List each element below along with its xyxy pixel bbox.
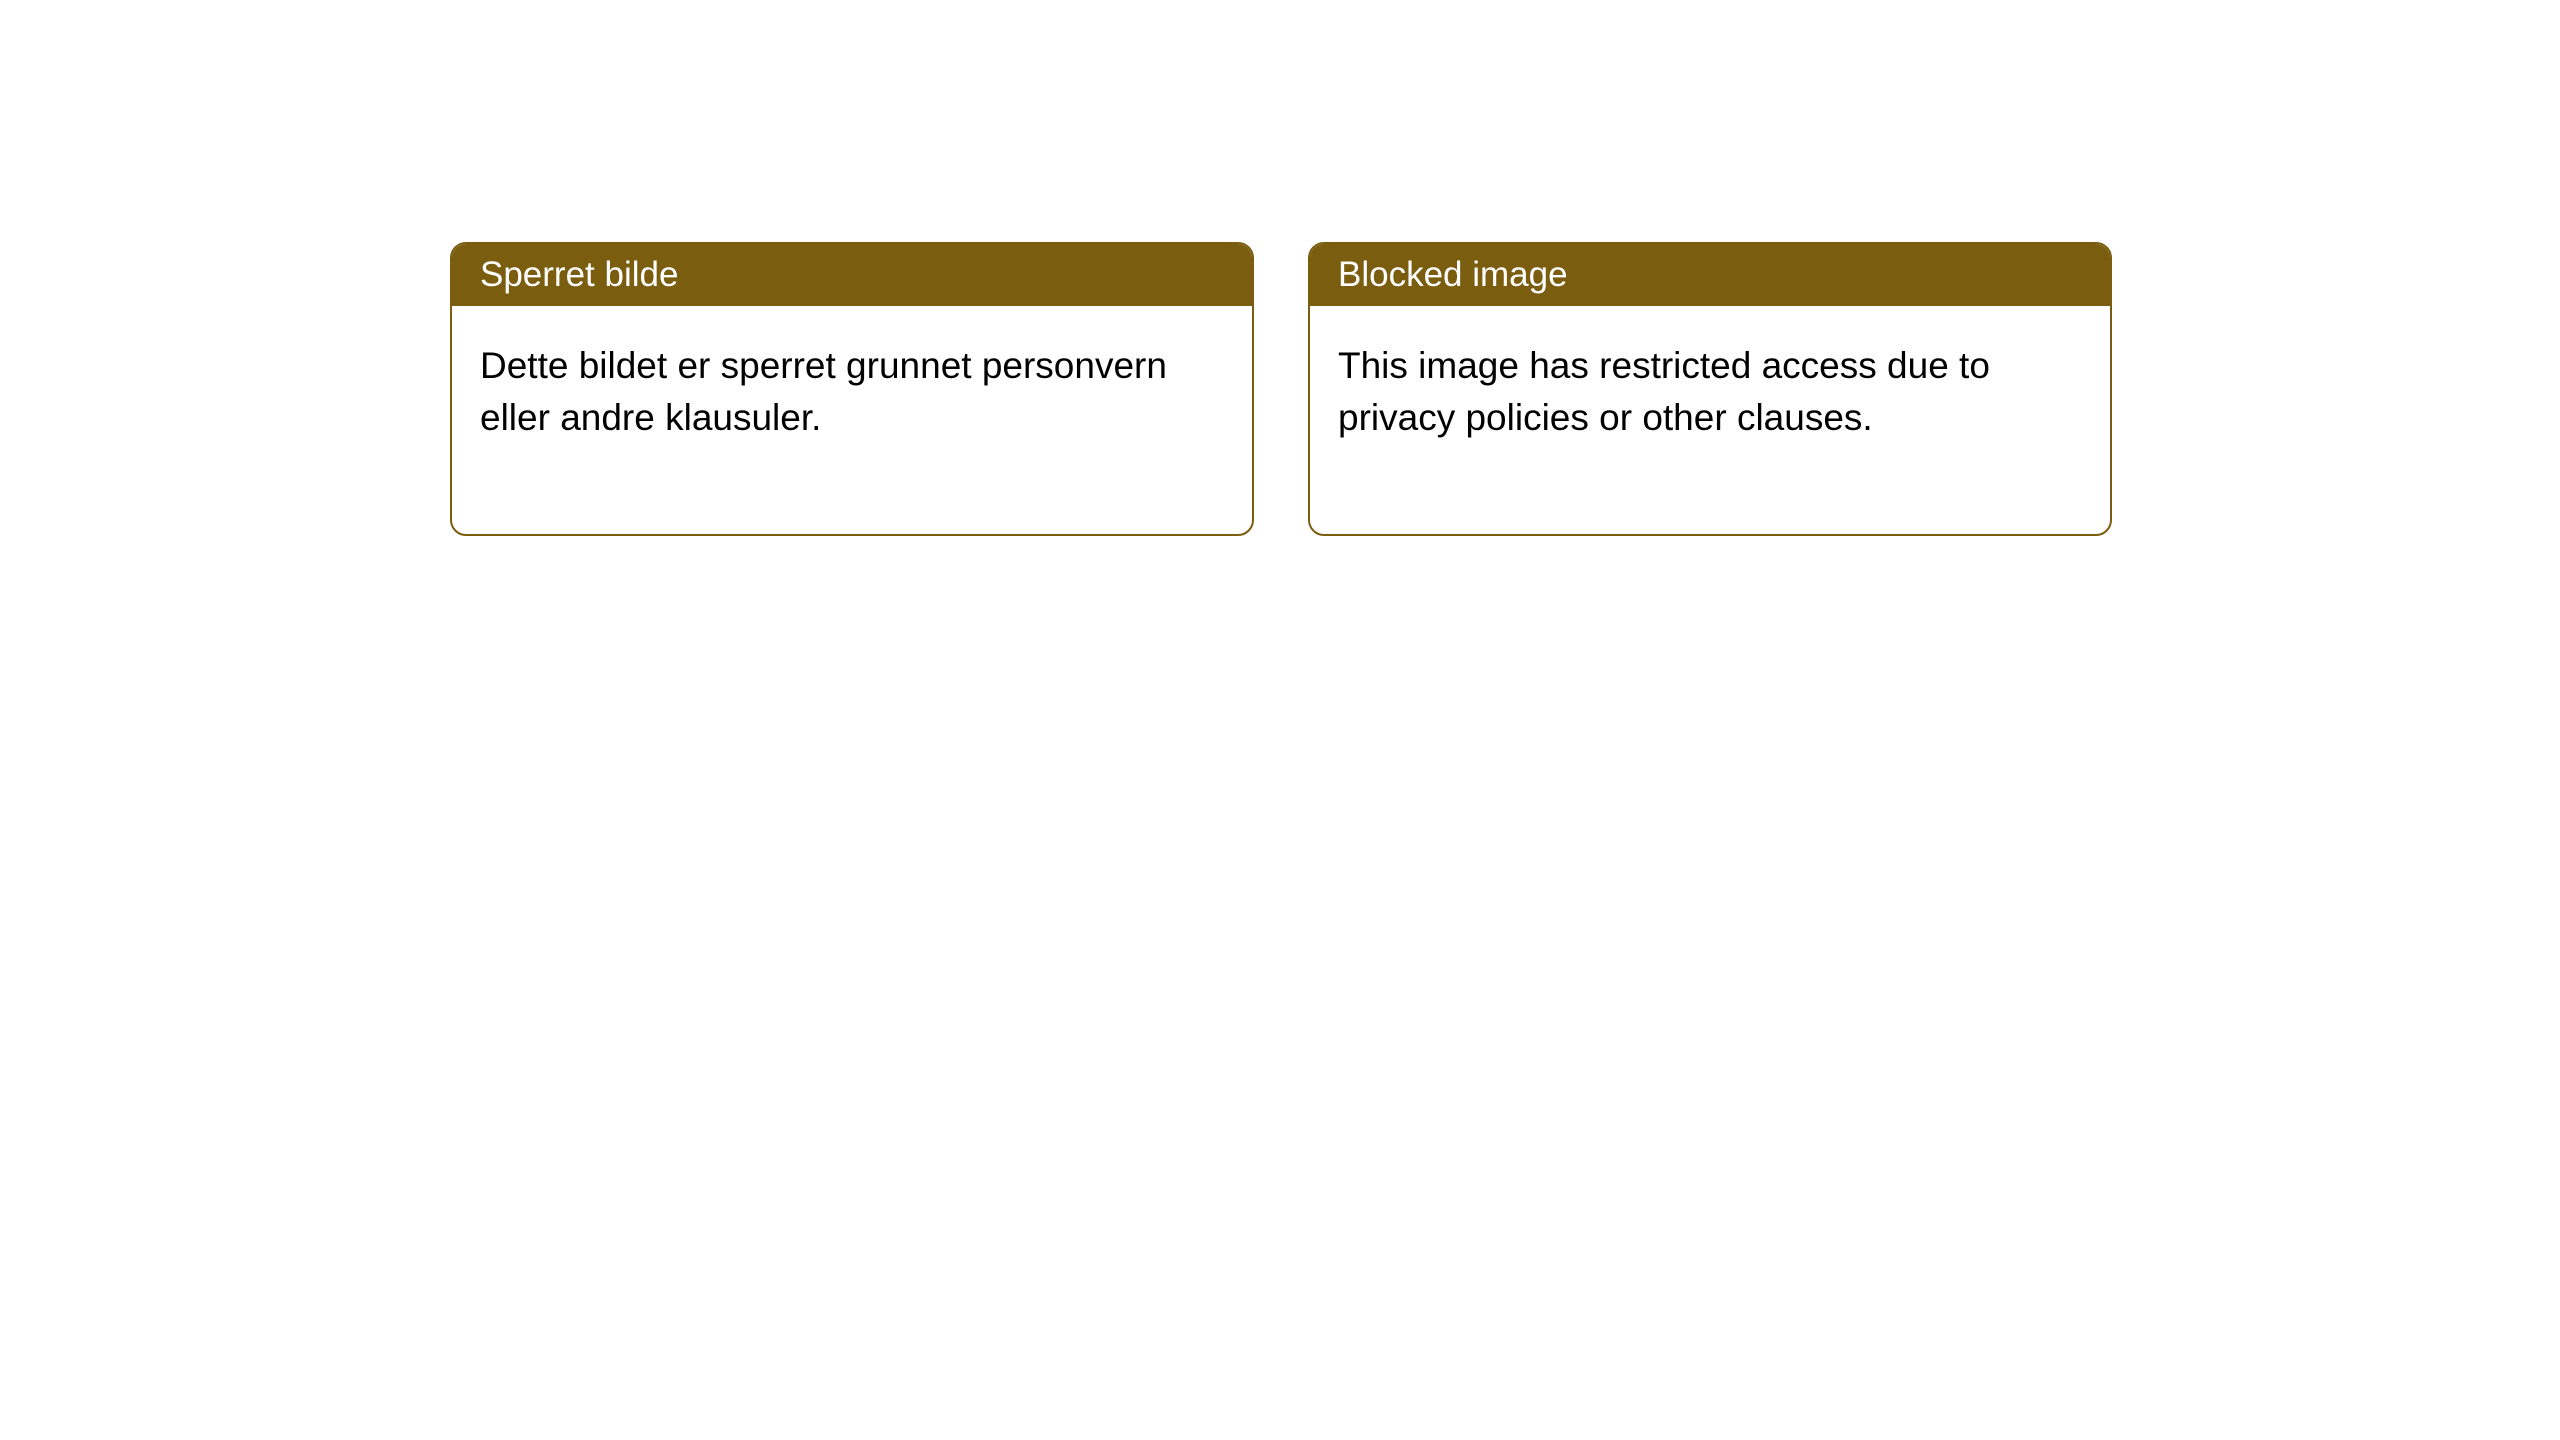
info-card-english: Blocked image This image has restricted …: [1308, 242, 2112, 536]
info-card-norwegian: Sperret bilde Dette bildet er sperret gr…: [450, 242, 1254, 536]
cards-container: Sperret bilde Dette bildet er sperret gr…: [450, 242, 2112, 536]
card-body: Dette bildet er sperret grunnet personve…: [452, 306, 1252, 534]
card-title: Sperret bilde: [452, 244, 1252, 306]
card-title: Blocked image: [1310, 244, 2110, 306]
card-body: This image has restricted access due to …: [1310, 306, 2110, 534]
